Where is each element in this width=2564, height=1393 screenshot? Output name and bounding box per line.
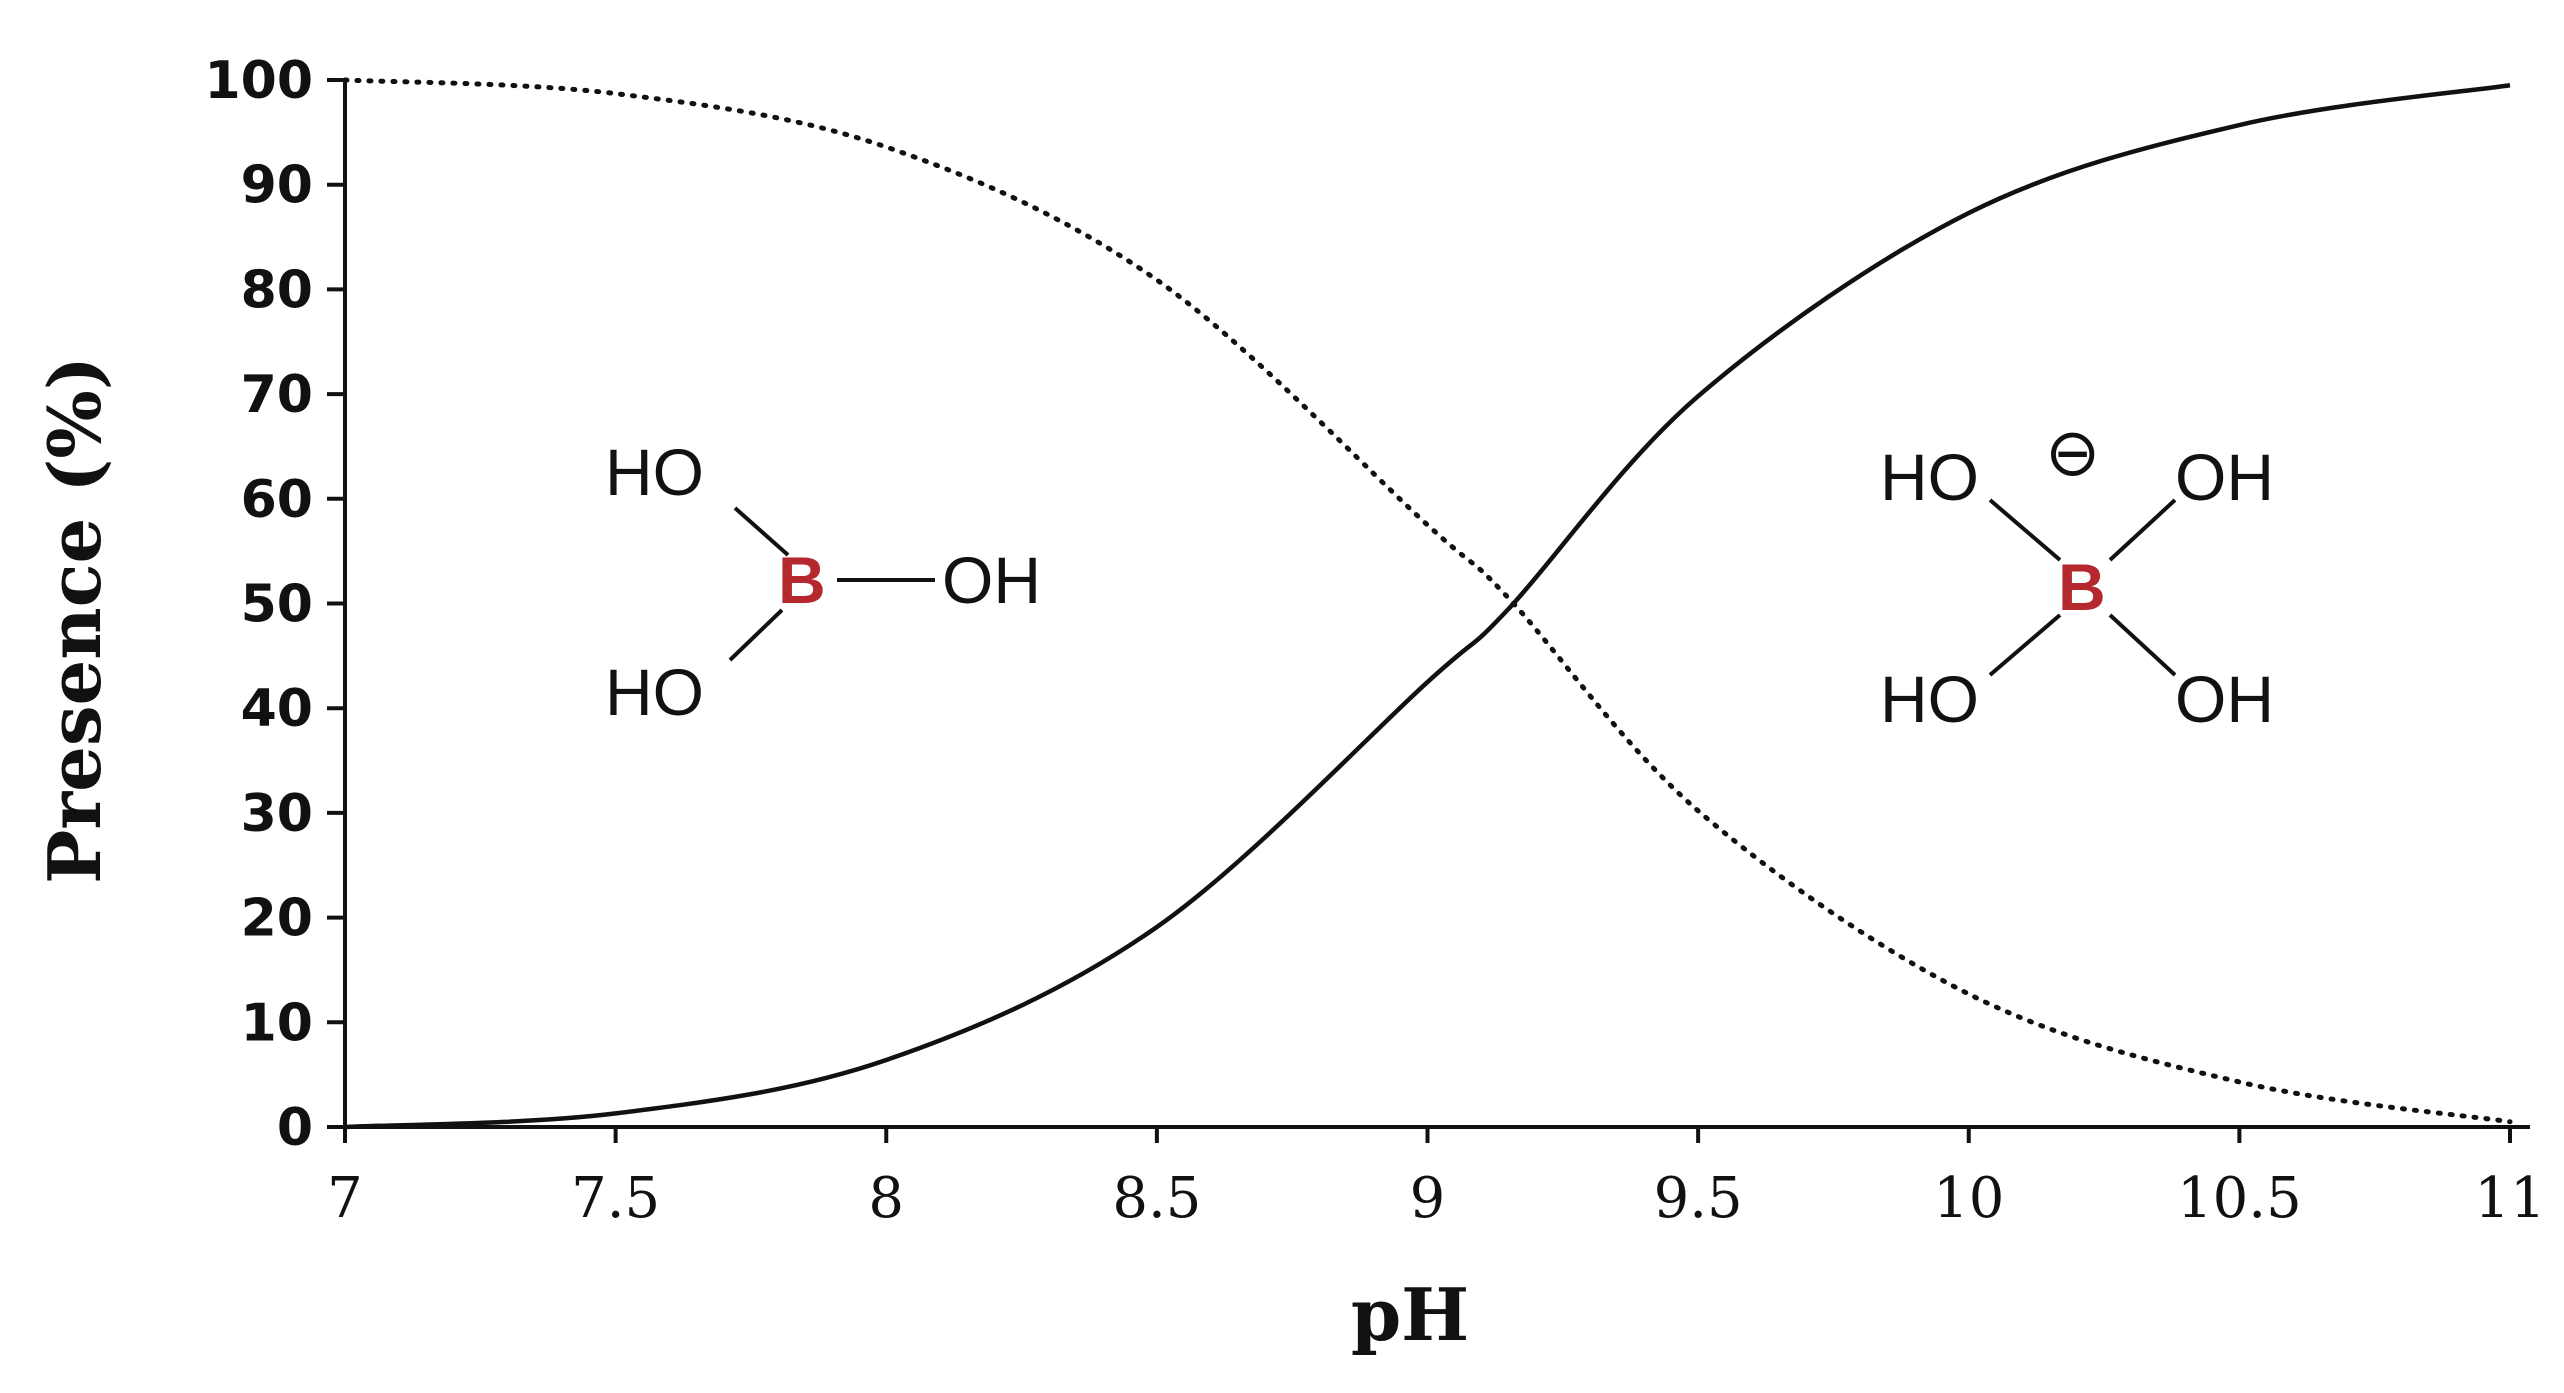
y-tick-label: 40: [241, 679, 313, 739]
bond-line: [1988, 498, 2062, 562]
bond-line: [1988, 613, 2062, 677]
borate-ho-top: HO: [1880, 440, 1979, 514]
y-tick-label: 50: [241, 575, 313, 635]
bond-line: [728, 608, 784, 662]
y-tick-label: 20: [241, 889, 313, 949]
borate-boron: B: [2058, 550, 2106, 624]
bond-line: [2108, 613, 2177, 677]
x-tick-label: 10: [1933, 1166, 2004, 1231]
borate-ho-bottom: HO: [1880, 662, 1979, 736]
x-tick-label: 7.5: [571, 1166, 660, 1231]
x-tick-label: 9.5: [1654, 1166, 1743, 1231]
borate-oh-bottom: OH: [2175, 662, 2274, 736]
y-tick-label: 60: [241, 470, 313, 530]
borate-oh-top: OH: [2175, 440, 2274, 514]
boric-acid-oh-right: OH: [942, 543, 1041, 617]
series-layer: [342, 77, 2513, 1130]
y-tick-label: 80: [241, 260, 313, 320]
x-tick-label: 8.5: [1112, 1166, 1201, 1231]
borate-charge: ⊖: [2045, 415, 2100, 489]
bond-line: [733, 506, 790, 557]
y-tick-label: 30: [241, 784, 313, 844]
x-tick-label: 11: [2474, 1166, 2545, 1231]
boric-acid-ho-bottom: HO: [605, 655, 704, 729]
y-tick-label: 100: [204, 51, 313, 111]
borate-structure: ⊖ HO OH B HO OH: [1880, 415, 2274, 736]
y-axis-title: Presence (%): [32, 356, 117, 884]
y-tick-label: 10: [241, 993, 313, 1053]
x-tick-label: 7: [327, 1166, 363, 1231]
bond-line: [2108, 498, 2177, 562]
y-tick-label: 90: [241, 156, 313, 216]
x-tick-label: 9: [1410, 1166, 1446, 1231]
boric-acid-structure: HO B OH HO: [605, 435, 1041, 729]
x-tick-label: 10.5: [2177, 1166, 2302, 1231]
boric-acid-boron: B: [778, 543, 826, 617]
axes: 0 10 20 30 40 50 60 70 80 90 100 7 7.5 8 8.5 9 9.5 10 10.5…: [204, 51, 2545, 1231]
x-tick-label: 8: [868, 1166, 904, 1231]
boric-acid-ho-top: HO: [605, 435, 704, 509]
x-axis-title: pH: [1351, 1272, 1469, 1357]
y-tick-label: 70: [241, 365, 313, 425]
y-tick-label: 0: [277, 1098, 313, 1158]
series-line-dotted: [342, 77, 2513, 1125]
series-line-solid: [344, 83, 2511, 1130]
